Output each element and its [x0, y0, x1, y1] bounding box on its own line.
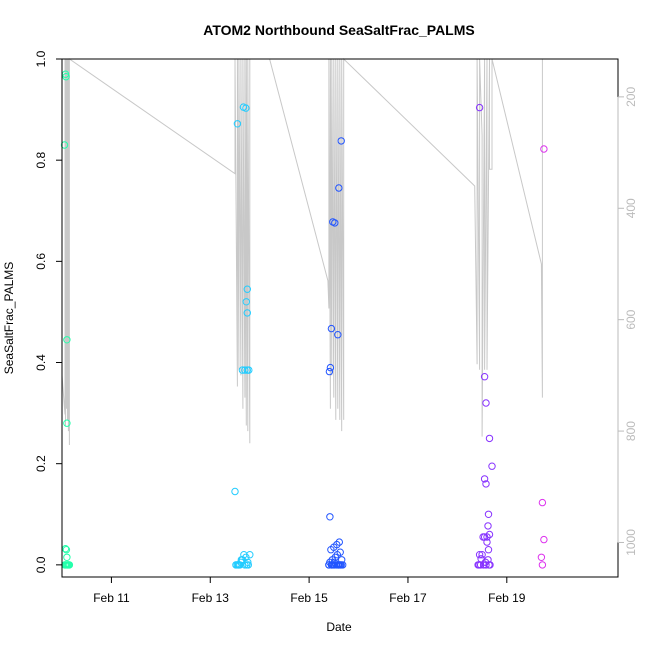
data-point: [488, 462, 496, 470]
data-point: [63, 561, 71, 569]
data-point: [326, 363, 335, 372]
series-5: [537, 145, 548, 569]
data-point: [485, 561, 493, 569]
data-point: [233, 120, 242, 128]
data-point: [232, 561, 240, 569]
data-point: [63, 553, 71, 561]
data-point: [336, 548, 344, 556]
data-point: [60, 141, 69, 149]
data-point: [485, 434, 494, 443]
data-point: [243, 285, 252, 293]
x-tick-label: Feb 19: [488, 591, 526, 605]
data-point: [246, 551, 254, 559]
data-point: [243, 366, 252, 374]
series-3: [325, 137, 347, 569]
y2-tick-label: 400: [624, 198, 638, 218]
flight-track-layer: [61, 57, 547, 446]
data-point: [540, 535, 548, 544]
x-tick-label: Feb 17: [389, 591, 427, 605]
data-point: [475, 103, 484, 112]
y2-tick-label: 1000: [624, 529, 638, 556]
data-point: [231, 487, 239, 496]
data-point: [484, 522, 492, 530]
data-point: [538, 498, 547, 507]
chart-title: ATOM2 Northbound SeaSaltFrac_PALMS: [203, 22, 474, 38]
y2-tick-label: 200: [624, 87, 638, 107]
data-point: [484, 556, 492, 564]
data-point: [338, 556, 346, 564]
y-tick-label: 0.8: [34, 152, 48, 169]
y2-axis: 200 400 600 800 1000: [617, 87, 638, 556]
data-point: [482, 399, 490, 407]
data-point: [337, 561, 345, 569]
data-point: [243, 309, 252, 317]
data-point: [325, 367, 334, 376]
data-point: [327, 324, 336, 333]
data-point: [238, 366, 247, 374]
data-point: [335, 184, 343, 192]
data-point: [477, 555, 485, 563]
data-point: [334, 331, 342, 339]
data-point: [242, 104, 250, 112]
data-point: [480, 475, 489, 483]
y-tick-label: 0.0: [34, 556, 48, 573]
y-tick-label: 0.6: [34, 253, 48, 270]
data-point: [63, 336, 71, 344]
y-tick-label: 0.4: [34, 354, 48, 371]
data-point: [538, 561, 547, 569]
y2-tick-label: 600: [624, 309, 638, 329]
data-point: [62, 546, 71, 554]
flight-track-line: [61, 57, 547, 446]
data-point: [335, 538, 343, 546]
data-point: [330, 558, 338, 566]
data-point: [484, 510, 493, 518]
y-axis: 0.0 0.2 0.4 0.6 0.8 1.0: [34, 50, 63, 573]
data-point: [63, 419, 71, 427]
data-point: [537, 553, 546, 561]
data-point: [65, 561, 74, 569]
data-point: [482, 480, 490, 488]
data-point: [242, 298, 251, 306]
x-tick-label: Feb 15: [290, 591, 328, 605]
x-tick-label: Feb 13: [192, 591, 230, 605]
data-point: [480, 373, 489, 381]
x-axis: Feb 11 Feb 13 Feb 15 Feb 17 Feb 19: [93, 576, 526, 605]
data-point: [483, 538, 491, 546]
data-point: [326, 513, 334, 521]
data-point: [483, 533, 491, 541]
data-point: [339, 561, 347, 569]
y-tick-label: 1.0: [34, 50, 48, 67]
x-tick-label: Feb 11: [93, 591, 130, 605]
series-4: [474, 103, 496, 569]
y-tick-label: 0.2: [34, 455, 48, 472]
data-point: [337, 137, 345, 145]
x-axis-label: Date: [326, 620, 352, 634]
data-point: [482, 561, 490, 569]
data-point: [475, 551, 484, 559]
data-point: [234, 561, 243, 569]
data-point: [540, 145, 548, 153]
data-point: [244, 561, 253, 569]
data-point: [478, 551, 486, 559]
data-point: [333, 540, 341, 549]
data-point: [484, 546, 493, 554]
data-point: [244, 558, 252, 566]
series-2: [231, 103, 254, 569]
data-point: [331, 219, 339, 227]
data-point: [241, 366, 249, 374]
data-point: [334, 561, 342, 569]
y2-tick-label: 800: [624, 421, 638, 441]
data-points-layer: [60, 70, 548, 569]
y-axis-label: SeaSaltFrac_PALMS: [2, 262, 16, 375]
data-point: [62, 73, 70, 81]
